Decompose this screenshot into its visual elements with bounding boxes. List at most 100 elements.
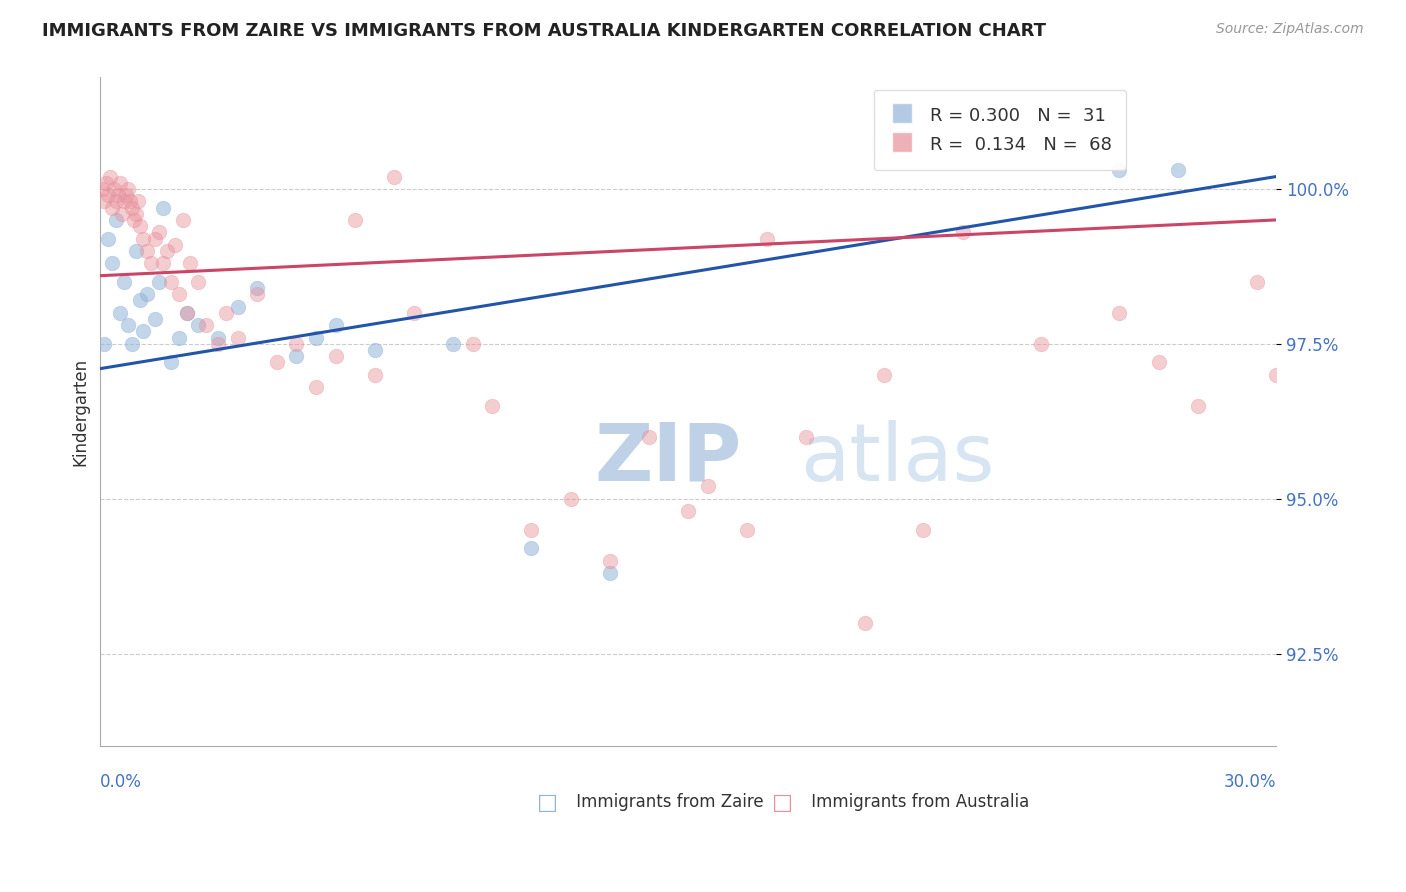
Text: □: □ xyxy=(772,793,793,814)
Point xyxy=(101,256,124,270)
Text: 0.0%: 0.0% xyxy=(100,773,142,791)
Y-axis label: Kindergarten: Kindergarten xyxy=(72,358,89,466)
Point xyxy=(156,244,179,258)
Point xyxy=(121,201,143,215)
Point xyxy=(226,331,249,345)
Point xyxy=(172,213,194,227)
Text: atlas: atlas xyxy=(800,420,994,498)
Point xyxy=(246,287,269,301)
Point xyxy=(96,176,118,190)
Point xyxy=(1167,163,1189,178)
Point xyxy=(117,318,139,333)
Point xyxy=(305,380,328,394)
Point xyxy=(108,176,131,190)
Point xyxy=(481,399,503,413)
Point xyxy=(118,194,141,209)
Point xyxy=(344,213,367,227)
Point xyxy=(127,194,149,209)
Point xyxy=(179,256,201,270)
Point xyxy=(111,207,134,221)
Point xyxy=(128,293,150,308)
Point xyxy=(108,306,131,320)
Point xyxy=(441,336,464,351)
Point xyxy=(98,169,121,184)
Point xyxy=(122,213,145,227)
Point xyxy=(363,368,385,382)
Point xyxy=(599,566,621,580)
Legend: R = 0.300   N =  31, R =  0.134   N =  68: R = 0.300 N = 31, R = 0.134 N = 68 xyxy=(873,90,1126,170)
Point xyxy=(103,182,125,196)
Point xyxy=(97,231,120,245)
Point xyxy=(1265,368,1288,382)
Point xyxy=(143,312,166,326)
Point xyxy=(132,231,155,245)
Point xyxy=(91,182,114,196)
Point xyxy=(167,287,190,301)
Point xyxy=(107,188,129,202)
Point xyxy=(696,479,718,493)
Point xyxy=(132,325,155,339)
Point xyxy=(226,300,249,314)
Point xyxy=(117,182,139,196)
Text: Source: ZipAtlas.com: Source: ZipAtlas.com xyxy=(1216,22,1364,37)
Point xyxy=(141,256,163,270)
Point xyxy=(912,523,935,537)
Point xyxy=(461,336,484,351)
Point xyxy=(1029,336,1052,351)
Point xyxy=(114,188,136,202)
Point xyxy=(520,541,543,556)
Point xyxy=(152,201,174,215)
Point xyxy=(952,225,974,239)
Point xyxy=(136,244,159,258)
Point xyxy=(676,504,699,518)
Text: Immigrants from Australia: Immigrants from Australia xyxy=(806,793,1029,812)
Point xyxy=(1108,163,1130,178)
Point xyxy=(246,281,269,295)
Point xyxy=(176,306,198,320)
Point xyxy=(207,331,229,345)
Point xyxy=(93,194,115,209)
Point xyxy=(148,275,170,289)
Point xyxy=(285,336,308,351)
Point xyxy=(112,194,135,209)
Point xyxy=(599,554,621,568)
Point xyxy=(187,275,209,289)
Text: Immigrants from Zaire: Immigrants from Zaire xyxy=(571,793,763,812)
Point xyxy=(285,349,308,363)
Point xyxy=(325,349,347,363)
Point xyxy=(1246,275,1268,289)
Point xyxy=(112,275,135,289)
Point xyxy=(325,318,347,333)
Text: 30.0%: 30.0% xyxy=(1223,773,1277,791)
Point xyxy=(160,355,183,369)
Point xyxy=(124,244,146,258)
Point xyxy=(167,331,190,345)
Point xyxy=(152,256,174,270)
Point xyxy=(207,336,229,351)
Point xyxy=(148,225,170,239)
Point xyxy=(105,194,128,209)
Point xyxy=(101,201,124,215)
Text: IMMIGRANTS FROM ZAIRE VS IMMIGRANTS FROM AUSTRALIA KINDERGARTEN CORRELATION CHAR: IMMIGRANTS FROM ZAIRE VS IMMIGRANTS FROM… xyxy=(42,22,1046,40)
Point xyxy=(128,219,150,233)
Point xyxy=(93,336,115,351)
Point xyxy=(402,306,425,320)
Point xyxy=(560,491,582,506)
Point xyxy=(143,231,166,245)
Point xyxy=(195,318,218,333)
Point xyxy=(105,213,128,227)
Point xyxy=(1187,399,1209,413)
Point xyxy=(853,615,876,630)
Point xyxy=(121,336,143,351)
Point xyxy=(136,287,159,301)
Point xyxy=(735,523,758,537)
Point xyxy=(215,306,238,320)
Point xyxy=(1147,355,1170,369)
Point xyxy=(873,368,896,382)
Point xyxy=(124,207,146,221)
Text: ZIP: ZIP xyxy=(595,420,741,498)
Point xyxy=(187,318,209,333)
Text: □: □ xyxy=(537,793,558,814)
Point xyxy=(638,430,661,444)
Point xyxy=(794,430,817,444)
